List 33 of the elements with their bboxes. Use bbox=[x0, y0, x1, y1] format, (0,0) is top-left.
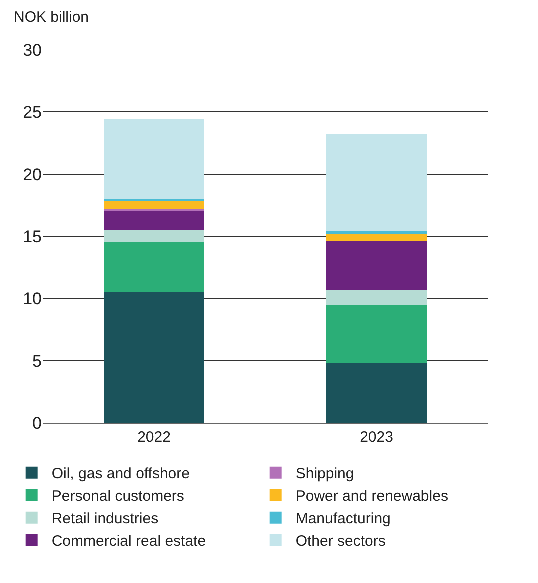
y-axis-title: NOK billion bbox=[14, 9, 90, 26]
legend-label: Oil, gas and offshore bbox=[52, 466, 190, 483]
bar bbox=[104, 199, 204, 202]
x-tick-label: 2023 bbox=[360, 429, 394, 446]
legend-label: Shipping bbox=[296, 466, 354, 483]
bar bbox=[104, 212, 204, 230]
legend-label: Commercial real estate bbox=[52, 533, 206, 550]
bar bbox=[326, 241, 427, 290]
bar bbox=[104, 120, 204, 200]
bar bbox=[104, 209, 204, 212]
y-tick-label: 15 bbox=[23, 227, 42, 246]
y-tick-label: 30 bbox=[23, 40, 42, 60]
y-tick-label: 20 bbox=[23, 165, 42, 184]
y-tick-label: 0 bbox=[32, 414, 42, 433]
bar bbox=[104, 230, 204, 243]
legend-label: Power and renewables bbox=[296, 488, 448, 506]
legend-label: Personal customers bbox=[52, 488, 184, 506]
legend-label: Other sectors bbox=[296, 533, 386, 550]
bar bbox=[326, 290, 427, 305]
y-tick-label: 10 bbox=[23, 290, 42, 309]
y-tick-label: 25 bbox=[23, 103, 42, 122]
legend-label: Manufacturing bbox=[296, 510, 391, 528]
x-tick-label: 2022 bbox=[138, 429, 171, 446]
bar bbox=[326, 363, 427, 423]
bar bbox=[326, 304, 427, 364]
bar bbox=[326, 232, 427, 234]
bar bbox=[104, 202, 204, 210]
bar bbox=[104, 292, 204, 423]
bar bbox=[326, 234, 427, 242]
legend-label: Retail industries bbox=[52, 510, 159, 528]
bar bbox=[326, 134, 427, 232]
y-tick-label: 5 bbox=[32, 352, 42, 371]
bar bbox=[104, 242, 204, 292]
